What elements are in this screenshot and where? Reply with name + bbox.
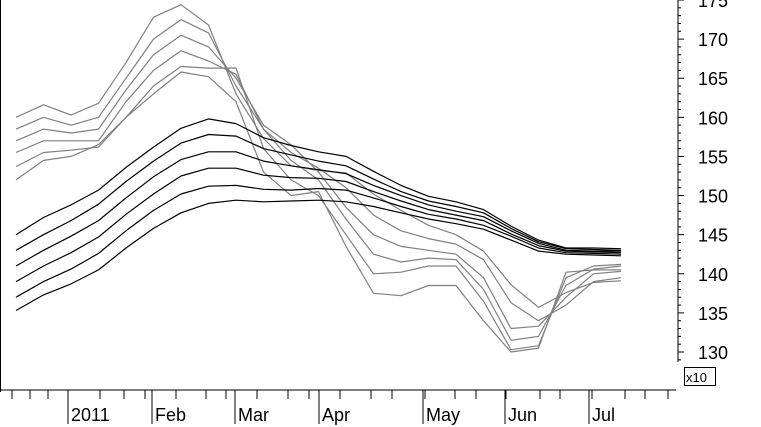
series-layer [15, 4, 622, 353]
axes-layer [0, 0, 684, 424]
series-line-light-7 [15, 19, 622, 322]
y-tick-label-130: 130 [698, 343, 728, 363]
series-line-light-8 [15, 34, 622, 330]
y-tick-label-155: 155 [698, 147, 728, 167]
series-line-dark-4 [15, 184, 622, 298]
x-tick-label-mar: Mar [238, 405, 269, 425]
series-line-light-11 [15, 71, 621, 353]
series-line-light-9 [15, 50, 622, 341]
series-line-dark-5 [15, 199, 622, 312]
y-tick-label-175: 175 [698, 0, 728, 11]
series-line-light-6 [15, 4, 622, 308]
series-line-dark-2 [15, 151, 621, 267]
y-multiplier-box [684, 367, 716, 386]
series-line-light-10 [15, 65, 622, 351]
y-tick-label-135: 135 [698, 304, 728, 324]
y-tick-label-145: 145 [698, 226, 728, 246]
y-multiplier-label: x10 [686, 370, 707, 385]
series-line-dark-3 [15, 167, 622, 283]
y-tick-label-140: 140 [698, 265, 728, 285]
series-line-dark-1 [15, 133, 622, 251]
x-tick-label-jul: Jul [592, 405, 615, 425]
series-line-dark-0 [15, 118, 622, 250]
y-multiplier-badge: x10 [684, 367, 716, 386]
x-tick-label-2011: 2011 [71, 405, 110, 425]
y-tick-label-150: 150 [698, 187, 728, 207]
x-tick-label-jun: Jun [508, 405, 537, 425]
y-tick-label-170: 170 [698, 30, 728, 50]
x-tick-label-feb: Feb [155, 405, 186, 425]
x-tick-label-apr: Apr [322, 405, 350, 425]
label-layer: 130 135 140 145 150 155 160 165 170 175 x10 2011 Feb… [71, 0, 728, 425]
y-tick-label-165: 165 [698, 69, 728, 89]
x-tick-label-may: May [426, 405, 460, 425]
y-tick-label-160: 160 [698, 108, 728, 128]
